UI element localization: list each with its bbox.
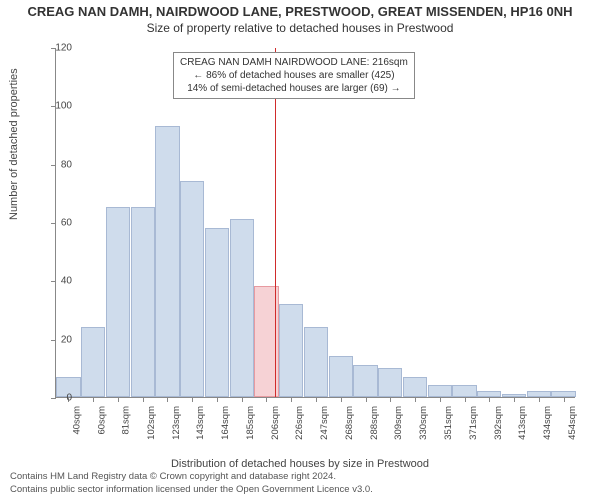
y-tick-label: 20 [61, 334, 72, 345]
y-tick-mark [51, 281, 56, 282]
y-tick-label: 0 [66, 393, 72, 404]
y-tick-mark [51, 398, 56, 399]
annotation-box: CREAG NAN DAMH NAIRDWOOD LANE: 216sqm ← … [173, 52, 415, 99]
x-tick-mark [341, 397, 342, 402]
histogram-plot: 40sqm60sqm81sqm102sqm123sqm143sqm164sqm1… [55, 48, 575, 398]
y-tick-label: 120 [55, 43, 72, 54]
histogram-bar [230, 219, 254, 397]
histogram-bar [106, 207, 130, 397]
y-tick-mark [51, 340, 56, 341]
y-tick-label: 40 [61, 276, 72, 287]
histogram-bar [428, 385, 452, 397]
x-tick-label: 392sqm [492, 406, 503, 440]
x-tick-label: 102sqm [146, 406, 157, 440]
x-tick-mark [143, 397, 144, 402]
x-tick-mark [366, 397, 367, 402]
y-tick-label: 100 [55, 101, 72, 112]
x-tick-label: 288sqm [369, 406, 380, 440]
attribution-line-1: Contains HM Land Registry data © Crown c… [10, 471, 373, 483]
x-tick-label: 413sqm [517, 406, 528, 440]
reference-line [275, 48, 276, 397]
x-tick-mark [192, 397, 193, 402]
histogram-bar [155, 126, 179, 397]
x-tick-label: 268sqm [344, 406, 355, 440]
x-tick-label: 143sqm [195, 406, 206, 440]
x-tick-mark [564, 397, 565, 402]
annotation-line-3: 14% of semi-detached houses are larger (… [180, 82, 408, 95]
x-tick-label: 164sqm [220, 406, 231, 440]
histogram-bar [180, 181, 204, 397]
x-tick-mark [514, 397, 515, 402]
x-tick-mark [440, 397, 441, 402]
histogram-bar [131, 207, 155, 397]
x-tick-label: 81sqm [121, 406, 132, 435]
histogram-bar [403, 377, 427, 397]
x-tick-mark [266, 397, 267, 402]
annotation-line-2: ← 86% of detached houses are smaller (42… [180, 69, 408, 82]
chart-area: 40sqm60sqm81sqm102sqm123sqm143sqm164sqm1… [55, 48, 575, 398]
x-tick-mark [242, 397, 243, 402]
x-tick-mark [316, 397, 317, 402]
x-tick-label: 206sqm [269, 406, 280, 440]
x-tick-label: 226sqm [294, 406, 305, 440]
x-tick-mark [93, 397, 94, 402]
x-axis-label: Distribution of detached houses by size … [0, 458, 600, 470]
x-tick-label: 351sqm [443, 406, 454, 440]
y-tick-label: 60 [61, 218, 72, 229]
x-tick-mark [415, 397, 416, 402]
x-tick-mark [167, 397, 168, 402]
x-tick-label: 40sqm [71, 406, 82, 435]
x-tick-mark [291, 397, 292, 402]
x-tick-label: 330sqm [418, 406, 429, 440]
x-tick-label: 60sqm [96, 406, 107, 435]
page-subtitle: Size of property relative to detached ho… [0, 19, 600, 35]
histogram-bar [378, 368, 402, 397]
x-tick-label: 247sqm [319, 406, 330, 440]
histogram-bar [452, 385, 476, 397]
attribution-line-2: Contains public sector information licen… [10, 484, 373, 496]
x-tick-label: 185sqm [245, 406, 256, 440]
y-axis-label: Number of detached properties [8, 68, 20, 220]
histogram-bar [81, 327, 105, 397]
x-tick-label: 454sqm [567, 406, 578, 440]
chart-container: CREAG NAN DAMH, NAIRDWOOD LANE, PRESTWOO… [0, 0, 600, 500]
attribution: Contains HM Land Registry data © Crown c… [10, 471, 373, 496]
x-tick-label: 434sqm [542, 406, 553, 440]
histogram-bar [205, 228, 229, 397]
histogram-bar [304, 327, 328, 397]
x-tick-mark [217, 397, 218, 402]
x-tick-mark [539, 397, 540, 402]
x-tick-mark [489, 397, 490, 402]
y-tick-label: 80 [61, 159, 72, 170]
x-tick-mark [390, 397, 391, 402]
histogram-bar [353, 365, 377, 397]
histogram-bar [329, 356, 353, 397]
x-tick-label: 371sqm [468, 406, 479, 440]
x-tick-label: 123sqm [170, 406, 181, 440]
annotation-line-1: CREAG NAN DAMH NAIRDWOOD LANE: 216sqm [180, 56, 408, 69]
histogram-bar [279, 304, 303, 397]
x-tick-label: 309sqm [393, 406, 404, 440]
page-title: CREAG NAN DAMH, NAIRDWOOD LANE, PRESTWOO… [0, 0, 600, 19]
y-tick-mark [51, 165, 56, 166]
x-tick-mark [118, 397, 119, 402]
y-tick-mark [51, 223, 56, 224]
x-tick-mark [465, 397, 466, 402]
